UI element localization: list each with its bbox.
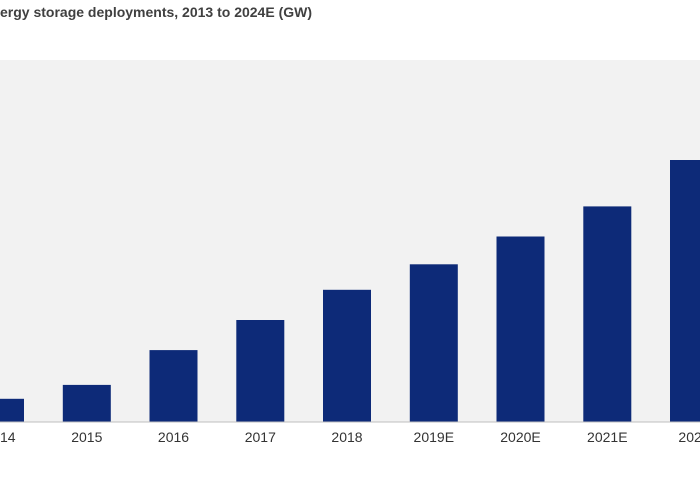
bars-group xyxy=(0,160,700,422)
chart-title: ergy storage deployments, 2013 to 2024E … xyxy=(0,4,312,20)
x-tick-label-2015: 2015 xyxy=(71,429,102,445)
bar-2020E xyxy=(496,236,545,422)
bar-2019E xyxy=(409,264,458,422)
bar-2021E xyxy=(583,206,632,422)
x-tick-label-2021E: 2021E xyxy=(587,429,627,445)
bar-2018 xyxy=(323,289,371,422)
x-tick-label-14: 14 xyxy=(0,429,16,445)
x-tick-label-2018: 2018 xyxy=(331,429,362,445)
x-tick-label-2019E: 2019E xyxy=(414,429,454,445)
bar-14 xyxy=(0,398,24,422)
bar-2017 xyxy=(236,320,285,422)
x-tick-label-2022: 2022 xyxy=(678,429,700,445)
x-tick-labels: 14 2015 2016 2017 2018 2019E 2020E 2021E 2022 xyxy=(0,429,700,445)
x-tick-label-2020E: 2020E xyxy=(500,429,540,445)
bar-2016 xyxy=(149,350,198,422)
bar-2015 xyxy=(62,384,111,422)
bar-2022 xyxy=(670,160,700,422)
x-tick-label-2017: 2017 xyxy=(245,429,276,445)
x-tick-label-2016: 2016 xyxy=(158,429,189,445)
